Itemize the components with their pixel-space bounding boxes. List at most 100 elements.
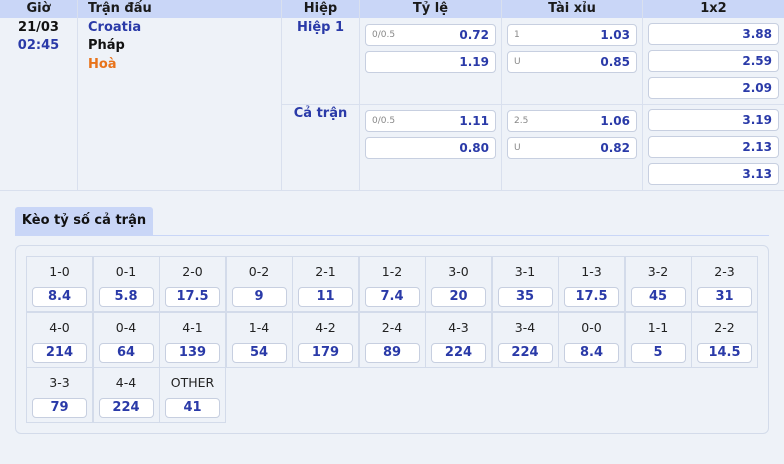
handicap-odds-button[interactable]: 0/0.5 0.72 [365, 24, 496, 46]
score-cell[interactable]: 2-2 14.5 [691, 311, 758, 368]
score-label: 0-2 [248, 264, 270, 279]
score-label: 4-4 [115, 375, 137, 390]
handicap-odds-button[interactable]: 0.80 [365, 137, 496, 159]
score-odds-button[interactable]: 35 [497, 287, 553, 307]
header-1x2: 1x2 [700, 1, 727, 16]
score-cell[interactable]: 0-4 64 [92, 311, 160, 368]
handicap-odds-button[interactable]: 1.19 [365, 51, 496, 73]
score-cell[interactable]: 3-4 224 [491, 311, 559, 368]
score-odds-button[interactable]: 224 [431, 342, 486, 363]
x12-odds-button[interactable]: 2.59 [648, 50, 779, 72]
x12-odds-button[interactable]: 3.13 [648, 163, 779, 185]
x12-odds-button[interactable]: 2.13 [648, 136, 779, 158]
score-cell[interactable]: 2-0 17.5 [159, 256, 226, 312]
score-label: 2-4 [381, 319, 403, 335]
score-odds-button[interactable]: 79 [32, 398, 87, 418]
column-divider [281, 0, 282, 191]
header-match: Trận đấu [88, 1, 152, 16]
score-odds-button[interactable]: 139 [165, 342, 220, 363]
score-odds-button[interactable]: 64 [98, 342, 154, 363]
score-label: 4-0 [49, 319, 70, 335]
column-divider [642, 0, 643, 191]
score-cell[interactable]: 1-0 8.4 [26, 256, 93, 312]
score-label: 4-2 [315, 319, 336, 335]
score-odds-button[interactable]: 20 [431, 287, 486, 307]
overunder-line: 1 [514, 30, 520, 40]
score-odds-button[interactable]: 54 [231, 342, 287, 363]
score-cell[interactable]: 4-3 224 [425, 311, 492, 368]
odds-value: 1.11 [459, 114, 489, 128]
score-odds-button[interactable]: 41 [165, 398, 220, 418]
score-cell[interactable]: 1-3 17.5 [558, 256, 625, 312]
score-odds-button[interactable]: 214 [32, 342, 87, 363]
score-odds-button[interactable]: 11 [298, 287, 353, 307]
header-handicap: Tỷ lệ [412, 1, 449, 16]
column-divider [501, 0, 502, 191]
score-cell[interactable]: 1-4 54 [225, 311, 293, 368]
score-odds-button[interactable]: 8.4 [564, 342, 619, 363]
period-label: Cả trận [293, 106, 348, 121]
score-cell[interactable]: 0-1 5.8 [92, 256, 160, 312]
score-cell[interactable]: 2-3 31 [691, 256, 758, 312]
score-odds-button[interactable]: 17.5 [564, 287, 619, 307]
score-odds-button[interactable]: 179 [298, 342, 353, 363]
score-label: 0-4 [115, 319, 137, 335]
odds-value: 0.85 [600, 55, 630, 69]
score-label: 3-1 [514, 264, 536, 279]
tab-correct-score[interactable]: Kèo tỷ số cả trận [15, 207, 153, 235]
match-time: 02:45 [17, 38, 60, 53]
score-label: 2-2 [714, 319, 735, 335]
score-label: 3-3 [49, 375, 70, 390]
score-odds-button[interactable]: 14.5 [697, 342, 752, 363]
score-cell[interactable]: 2-4 89 [358, 311, 426, 368]
score-odds-button[interactable]: 17.5 [165, 287, 220, 307]
score-odds-button[interactable]: 89 [364, 342, 420, 363]
score-label: 1-1 [647, 319, 669, 335]
score-odds-button[interactable]: 5.8 [98, 287, 154, 307]
away-team[interactable]: Pháp [88, 38, 125, 53]
x12-odds-button[interactable]: 2.09 [648, 77, 779, 99]
score-odds-button[interactable]: 31 [697, 287, 752, 307]
home-team[interactable]: Croatia [88, 20, 142, 35]
score-odds-button[interactable]: 5 [630, 342, 686, 363]
score-odds-button[interactable]: 8.4 [32, 287, 87, 307]
overunder-odds-button[interactable]: U 0.85 [507, 51, 637, 73]
score-cell[interactable]: 3-3 79 [26, 367, 93, 423]
score-cell[interactable]: OTHER 41 [159, 367, 226, 423]
column-divider [359, 0, 360, 191]
score-cell[interactable]: 3-1 35 [491, 256, 559, 312]
score-label: 0-0 [581, 319, 602, 335]
score-cell[interactable]: 0-2 9 [225, 256, 293, 312]
score-cell[interactable]: 1-2 7.4 [358, 256, 426, 312]
header-period: Hiệp [303, 1, 338, 16]
odds-table-header [0, 0, 784, 18]
score-cell[interactable]: 0-0 8.4 [558, 311, 625, 368]
score-odds-button[interactable]: 9 [231, 287, 287, 307]
score-odds-button[interactable]: 45 [630, 287, 686, 307]
score-cell[interactable]: 2-1 11 [292, 256, 359, 312]
score-label: 2-0 [182, 264, 203, 279]
score-odds-button[interactable]: 7.4 [364, 287, 420, 307]
score-label: 3-0 [448, 264, 469, 279]
score-cell[interactable]: 1-1 5 [624, 311, 692, 368]
score-label: 2-3 [714, 264, 735, 279]
score-cell[interactable]: 4-2 179 [292, 311, 359, 368]
handicap-odds-button[interactable]: 0/0.5 1.11 [365, 110, 496, 132]
x12-odds-button[interactable]: 3.88 [648, 23, 779, 45]
score-odds-button[interactable]: 224 [98, 398, 154, 418]
handicap-line: 0/0.5 [372, 116, 396, 126]
score-label: 1-2 [381, 264, 403, 279]
overunder-odds-button[interactable]: U 0.82 [507, 137, 637, 159]
overunder-odds-button[interactable]: 1 1.03 [507, 24, 637, 46]
score-cell[interactable]: 4-4 224 [92, 367, 160, 423]
score-cell[interactable]: 4-0 214 [26, 311, 93, 368]
x12-odds-button[interactable]: 3.19 [648, 109, 779, 131]
score-cell[interactable]: 3-0 20 [425, 256, 492, 312]
score-cell[interactable]: 4-1 139 [159, 311, 226, 368]
overunder-odds-button[interactable]: 2.5 1.06 [507, 110, 637, 132]
score-cell[interactable]: 3-2 45 [624, 256, 692, 312]
row-divider [0, 190, 784, 191]
odds-value: 1.19 [459, 55, 489, 69]
score-odds-button[interactable]: 224 [497, 342, 553, 363]
period-label: Hiệp 1 [296, 20, 345, 35]
